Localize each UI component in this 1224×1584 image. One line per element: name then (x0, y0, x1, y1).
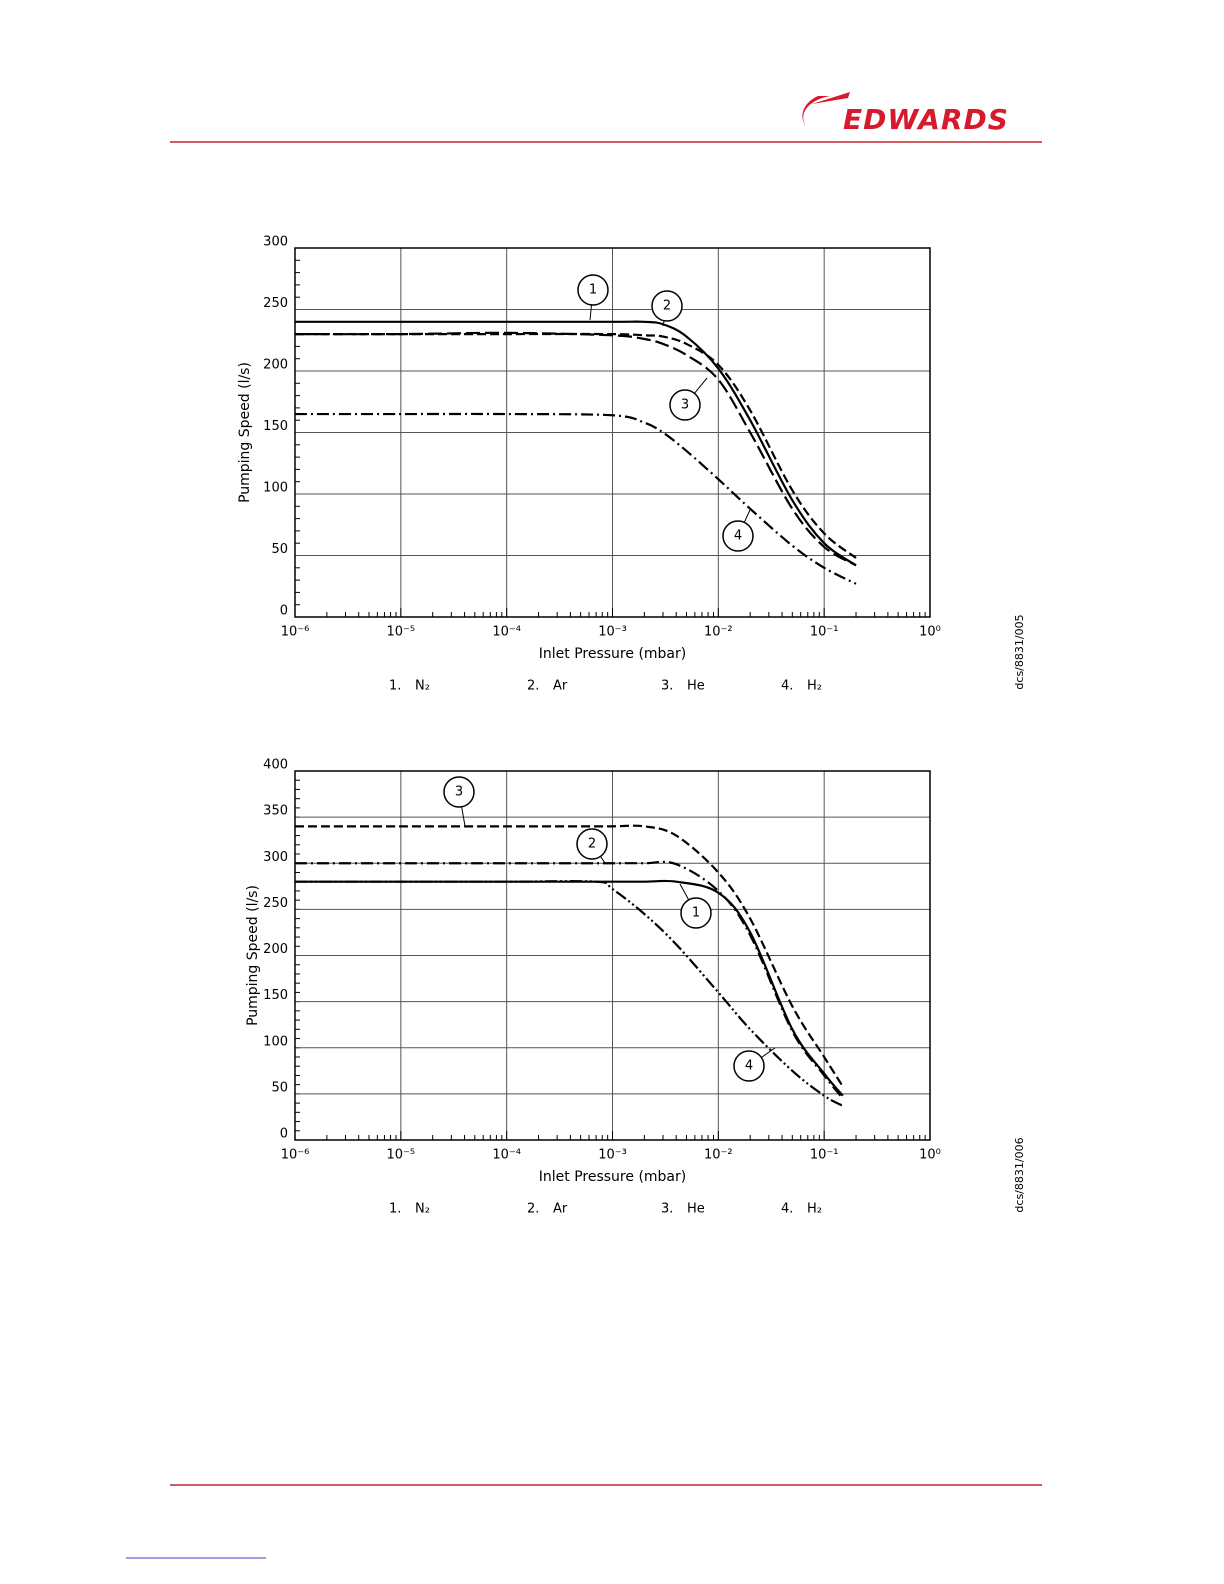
series-line (295, 860, 844, 1100)
legend-label: Ar (553, 1202, 568, 1217)
callout-number: 4 (734, 529, 742, 544)
series-line (294, 331, 857, 567)
callout-leader (760, 1047, 776, 1059)
side-note: dcs/8831/006 (1013, 1137, 1026, 1212)
callout-leader (679, 883, 690, 901)
y-axis-label: Pumping Speed (l/s) (237, 362, 253, 503)
plot-frame (294, 247, 931, 618)
callout-number: 3 (455, 785, 463, 800)
callout-leader (589, 303, 593, 321)
chart: 10⁻⁶ 10⁻⁵ 10⁻⁴ 10⁻³ 10⁻² 10⁻¹ 10⁰ 0 50 100 150 200 2… (237, 235, 1026, 694)
y-tick-label: 200 (263, 358, 288, 373)
y-tick-label: 350 (263, 804, 288, 819)
callout-number: 2 (588, 837, 596, 852)
x-tick-label: 10⁻³ (598, 625, 627, 640)
callout-circle (680, 897, 712, 929)
legend-number: 2. (527, 679, 539, 694)
callout-circle (576, 828, 608, 860)
side-note: dcs/8831/005 (1013, 614, 1026, 689)
callout-circle (577, 274, 609, 306)
series-line (294, 824, 844, 1088)
x-axis-label: Inlet Pressure (mbar) (539, 646, 686, 662)
legend-label: He (687, 679, 705, 694)
x-tick-label: 10⁻⁶ (281, 625, 310, 640)
x-tick-label: 10⁻² (704, 625, 733, 640)
callout-leader (461, 807, 466, 827)
legend-number: 1. (389, 679, 401, 694)
series-line (294, 880, 844, 1107)
callout-circle (669, 389, 701, 421)
y-tick-label: 150 (263, 419, 288, 434)
x-tick-label: 10⁻⁴ (492, 1148, 521, 1163)
logo: EDWARDS (802, 92, 1009, 136)
y-tick-label: 0 (280, 1127, 288, 1142)
y-tick-label: 0 (280, 604, 288, 619)
y-tick-label: 100 (263, 481, 288, 496)
legend-number: 4. (781, 679, 793, 694)
y-tick-label: 300 (263, 235, 288, 250)
callout-leader (694, 377, 708, 394)
legend-number: 3. (661, 1202, 673, 1217)
legend-label: H₂ (807, 1202, 822, 1217)
callout-circle (651, 290, 683, 322)
x-tick-label: 10⁻¹ (810, 625, 839, 640)
x-tick-label: 10⁻⁴ (492, 625, 521, 640)
legend-label: H₂ (807, 679, 822, 694)
series-line (295, 332, 857, 559)
y-tick-label: 200 (263, 942, 288, 957)
plot-frame (294, 770, 931, 1141)
callout-number: 1 (692, 906, 700, 921)
callout-circle (733, 1050, 765, 1082)
y-tick-label: 250 (263, 296, 288, 311)
x-tick-label: 10⁻⁶ (281, 1148, 310, 1163)
y-tick-label: 50 (271, 1080, 288, 1095)
legend-number: 4. (781, 1202, 793, 1217)
chart: 10⁻⁶ 10⁻⁵ 10⁻⁴ 10⁻³ 10⁻² 10⁻¹ 10⁰ 0 50 100 150 200 2… (245, 758, 1026, 1217)
callout-number: 4 (745, 1059, 753, 1074)
logo-text: EDWARDS (843, 103, 1009, 136)
x-tick-label: 10⁰ (919, 1148, 941, 1163)
x-tick-label: 10⁻² (704, 1148, 733, 1163)
y-axis-label: Pumping Speed (l/s) (245, 885, 261, 1026)
legend-label: N₂ (415, 1202, 430, 1217)
y-tick-label: 300 (263, 850, 288, 865)
x-tick-label: 10⁰ (919, 625, 941, 640)
legend-label: Ar (553, 679, 568, 694)
series-line (295, 320, 857, 567)
y-tick-label: 150 (263, 988, 288, 1003)
y-tick-label: 400 (263, 758, 288, 773)
legend-number: 2. (527, 1202, 539, 1217)
legend-label: He (687, 1202, 705, 1217)
legend-number: 1. (389, 1202, 401, 1217)
callout-number: 3 (681, 398, 689, 413)
callout-circle (443, 776, 475, 808)
callout-circle (722, 520, 754, 552)
y-tick-label: 100 (263, 1034, 288, 1049)
legend-label: N₂ (415, 679, 430, 694)
legend-number: 3. (661, 679, 673, 694)
logo-swoosh (802, 96, 830, 126)
x-tick-label: 10⁻¹ (810, 1148, 839, 1163)
x-axis-label: Inlet Pressure (mbar) (539, 1169, 686, 1185)
x-tick-label: 10⁻⁵ (387, 1148, 416, 1163)
series-line (295, 412, 857, 585)
callout-number: 1 (589, 283, 597, 298)
y-tick-label: 50 (271, 542, 288, 557)
x-tick-label: 10⁻³ (598, 1148, 627, 1163)
logo-swoosh (812, 92, 850, 104)
x-tick-label: 10⁻⁵ (387, 625, 416, 640)
y-tick-label: 250 (263, 896, 288, 911)
callout-number: 2 (663, 299, 671, 314)
